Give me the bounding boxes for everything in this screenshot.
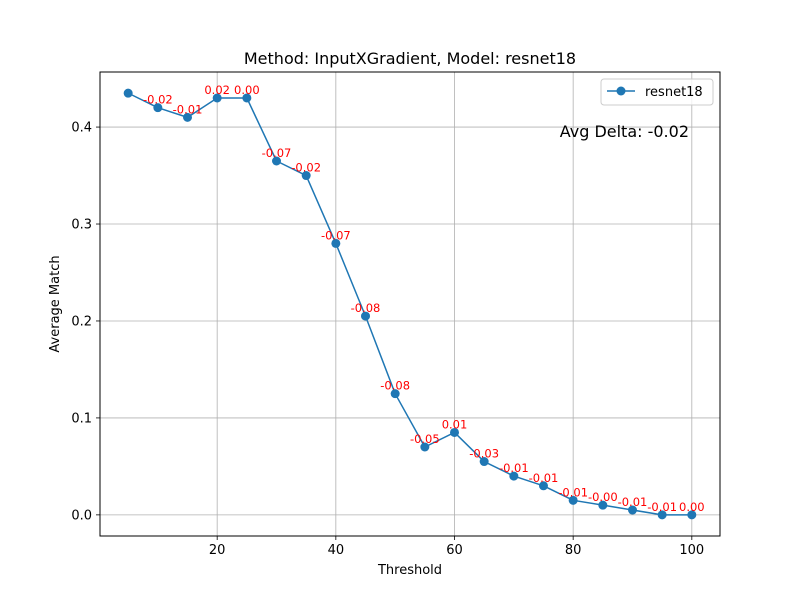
x-tick-label: 40 (328, 543, 345, 558)
delta-label: -0.08 (380, 379, 410, 393)
x-tick-label: 100 (679, 543, 704, 558)
grid (100, 72, 720, 536)
delta-label: -0.05 (410, 432, 440, 446)
data-point (598, 500, 608, 510)
y-tick-label: 0.0 (71, 508, 92, 523)
data-point (123, 88, 133, 98)
series-line-layer (127, 92, 692, 516)
x-axis-label: Threshold (377, 563, 442, 578)
delta-label: 0.02 (204, 83, 230, 97)
delta-label: -0.01 (558, 485, 588, 499)
delta-label: -0.01 (529, 471, 559, 485)
data-point (509, 471, 519, 481)
data-point (568, 495, 578, 505)
delta-label: -0.07 (321, 228, 351, 242)
data-point (390, 389, 400, 399)
data-point (331, 238, 341, 248)
x-axis-ticks: 20 40 60 80 100 (209, 536, 704, 558)
delta-label: -0.08 (351, 301, 381, 315)
delta-label: 0.00 (234, 83, 260, 97)
data-point (687, 510, 697, 520)
plot-frame (99, 71, 721, 537)
x-tick-label: 60 (446, 543, 463, 558)
y-tick-label: 0.4 (71, 121, 92, 136)
legend-box (600, 78, 714, 106)
data-point (420, 442, 430, 452)
y-tick-label: 0.2 (71, 314, 92, 329)
data-point (242, 93, 252, 103)
delta-label: -0.01 (173, 102, 203, 116)
data-point (479, 457, 489, 467)
legend-marker (616, 86, 626, 96)
x-tick-label: 80 (565, 543, 582, 558)
data-point (183, 112, 193, 122)
x-tick-label: 20 (209, 543, 226, 558)
data-point (538, 481, 548, 491)
avg-delta-annotation: Avg Delta: -0.02 (560, 122, 689, 141)
delta-label: 0.01 (442, 417, 468, 431)
data-point (449, 427, 459, 437)
series-line-resnet18 (127, 92, 692, 516)
data-point (153, 103, 163, 113)
delta-label: -0.02 (143, 93, 173, 107)
delta-label: -0.07 (262, 146, 292, 160)
data-point (212, 93, 222, 103)
delta-label: -0.01 (647, 500, 677, 514)
delta-label: -0.02 (291, 161, 321, 175)
delta-label: -0.01 (499, 461, 529, 475)
data-points (123, 88, 697, 520)
delta-label: -0.01 (618, 495, 648, 509)
y-axis-ticks: 0.0 0.1 0.2 0.3 0.4 (71, 121, 100, 523)
y-tick-label: 0.1 (71, 411, 92, 426)
legend-label: resnet18 (645, 85, 703, 100)
data-point (627, 505, 637, 515)
data-point (361, 311, 371, 321)
data-point (301, 171, 311, 181)
data-point (657, 510, 667, 520)
y-axis-label: Average Match (48, 255, 63, 352)
delta-label: -0.00 (588, 490, 618, 504)
legend: resnet18 (600, 78, 714, 106)
delta-label: 0.00 (679, 500, 705, 514)
chart-title: Method: InputXGradient, Model: resnet18 (244, 49, 576, 68)
delta-label: -0.03 (469, 447, 499, 461)
delta-labels: -0.02-0.010.02 0.00-0.07-0.02-0.07-0.08-0… (143, 83, 705, 514)
y-tick-label: 0.3 (71, 218, 92, 233)
data-point (272, 156, 282, 166)
